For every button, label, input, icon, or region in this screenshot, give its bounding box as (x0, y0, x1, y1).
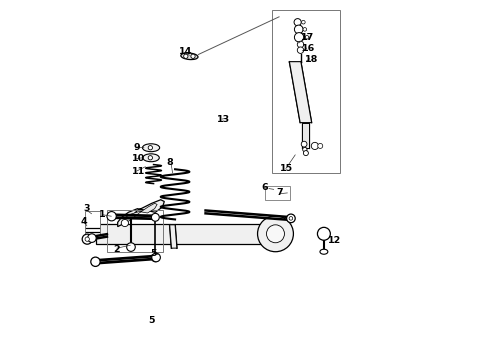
Text: 3: 3 (83, 204, 89, 213)
Text: 17: 17 (300, 33, 314, 42)
Circle shape (318, 227, 330, 240)
Circle shape (82, 234, 92, 244)
Polygon shape (170, 225, 177, 248)
Text: 2: 2 (113, 246, 120, 255)
Bar (265, 186, 290, 200)
Ellipse shape (181, 53, 198, 60)
Circle shape (318, 143, 323, 148)
Circle shape (148, 145, 152, 150)
Circle shape (297, 47, 304, 53)
Ellipse shape (143, 154, 159, 162)
Polygon shape (118, 200, 164, 226)
Circle shape (301, 21, 305, 24)
Bar (85, 211, 100, 234)
Circle shape (297, 41, 304, 48)
Text: 12: 12 (328, 237, 342, 246)
Circle shape (303, 147, 307, 152)
Circle shape (191, 54, 195, 58)
Circle shape (151, 254, 159, 262)
Circle shape (305, 36, 309, 39)
Polygon shape (302, 123, 310, 148)
Circle shape (258, 216, 294, 252)
Circle shape (107, 212, 116, 221)
Bar (107, 211, 163, 252)
Text: 5: 5 (150, 249, 156, 258)
Polygon shape (290, 62, 312, 123)
Text: 5: 5 (148, 316, 155, 325)
Circle shape (152, 253, 160, 262)
Bar (272, 10, 340, 173)
Text: 11: 11 (132, 167, 146, 176)
Text: 14: 14 (179, 47, 192, 56)
Circle shape (294, 19, 301, 26)
Text: 16: 16 (302, 44, 316, 53)
Circle shape (85, 237, 89, 241)
Circle shape (294, 25, 303, 34)
Circle shape (301, 141, 307, 147)
Text: 8: 8 (167, 158, 173, 167)
Circle shape (126, 243, 135, 251)
Circle shape (287, 214, 295, 223)
Text: 4: 4 (81, 217, 87, 226)
Text: 1: 1 (99, 210, 106, 219)
Circle shape (303, 150, 308, 156)
Text: 10: 10 (132, 154, 146, 163)
Circle shape (303, 28, 307, 31)
Ellipse shape (143, 144, 160, 152)
Circle shape (91, 257, 100, 266)
Circle shape (88, 234, 96, 242)
Circle shape (294, 33, 304, 42)
Circle shape (289, 217, 293, 220)
Text: 7: 7 (276, 188, 283, 197)
Circle shape (267, 225, 285, 243)
Text: 18: 18 (305, 55, 318, 64)
Bar (96, 224, 269, 244)
Circle shape (151, 213, 159, 221)
Circle shape (122, 220, 128, 226)
Text: 9: 9 (133, 143, 140, 152)
Text: 13: 13 (217, 114, 230, 123)
Text: 6: 6 (261, 183, 268, 192)
Circle shape (184, 54, 188, 58)
Text: 15: 15 (280, 164, 294, 173)
Polygon shape (125, 203, 157, 224)
Circle shape (311, 142, 318, 149)
Ellipse shape (320, 249, 328, 254)
Circle shape (148, 156, 152, 160)
